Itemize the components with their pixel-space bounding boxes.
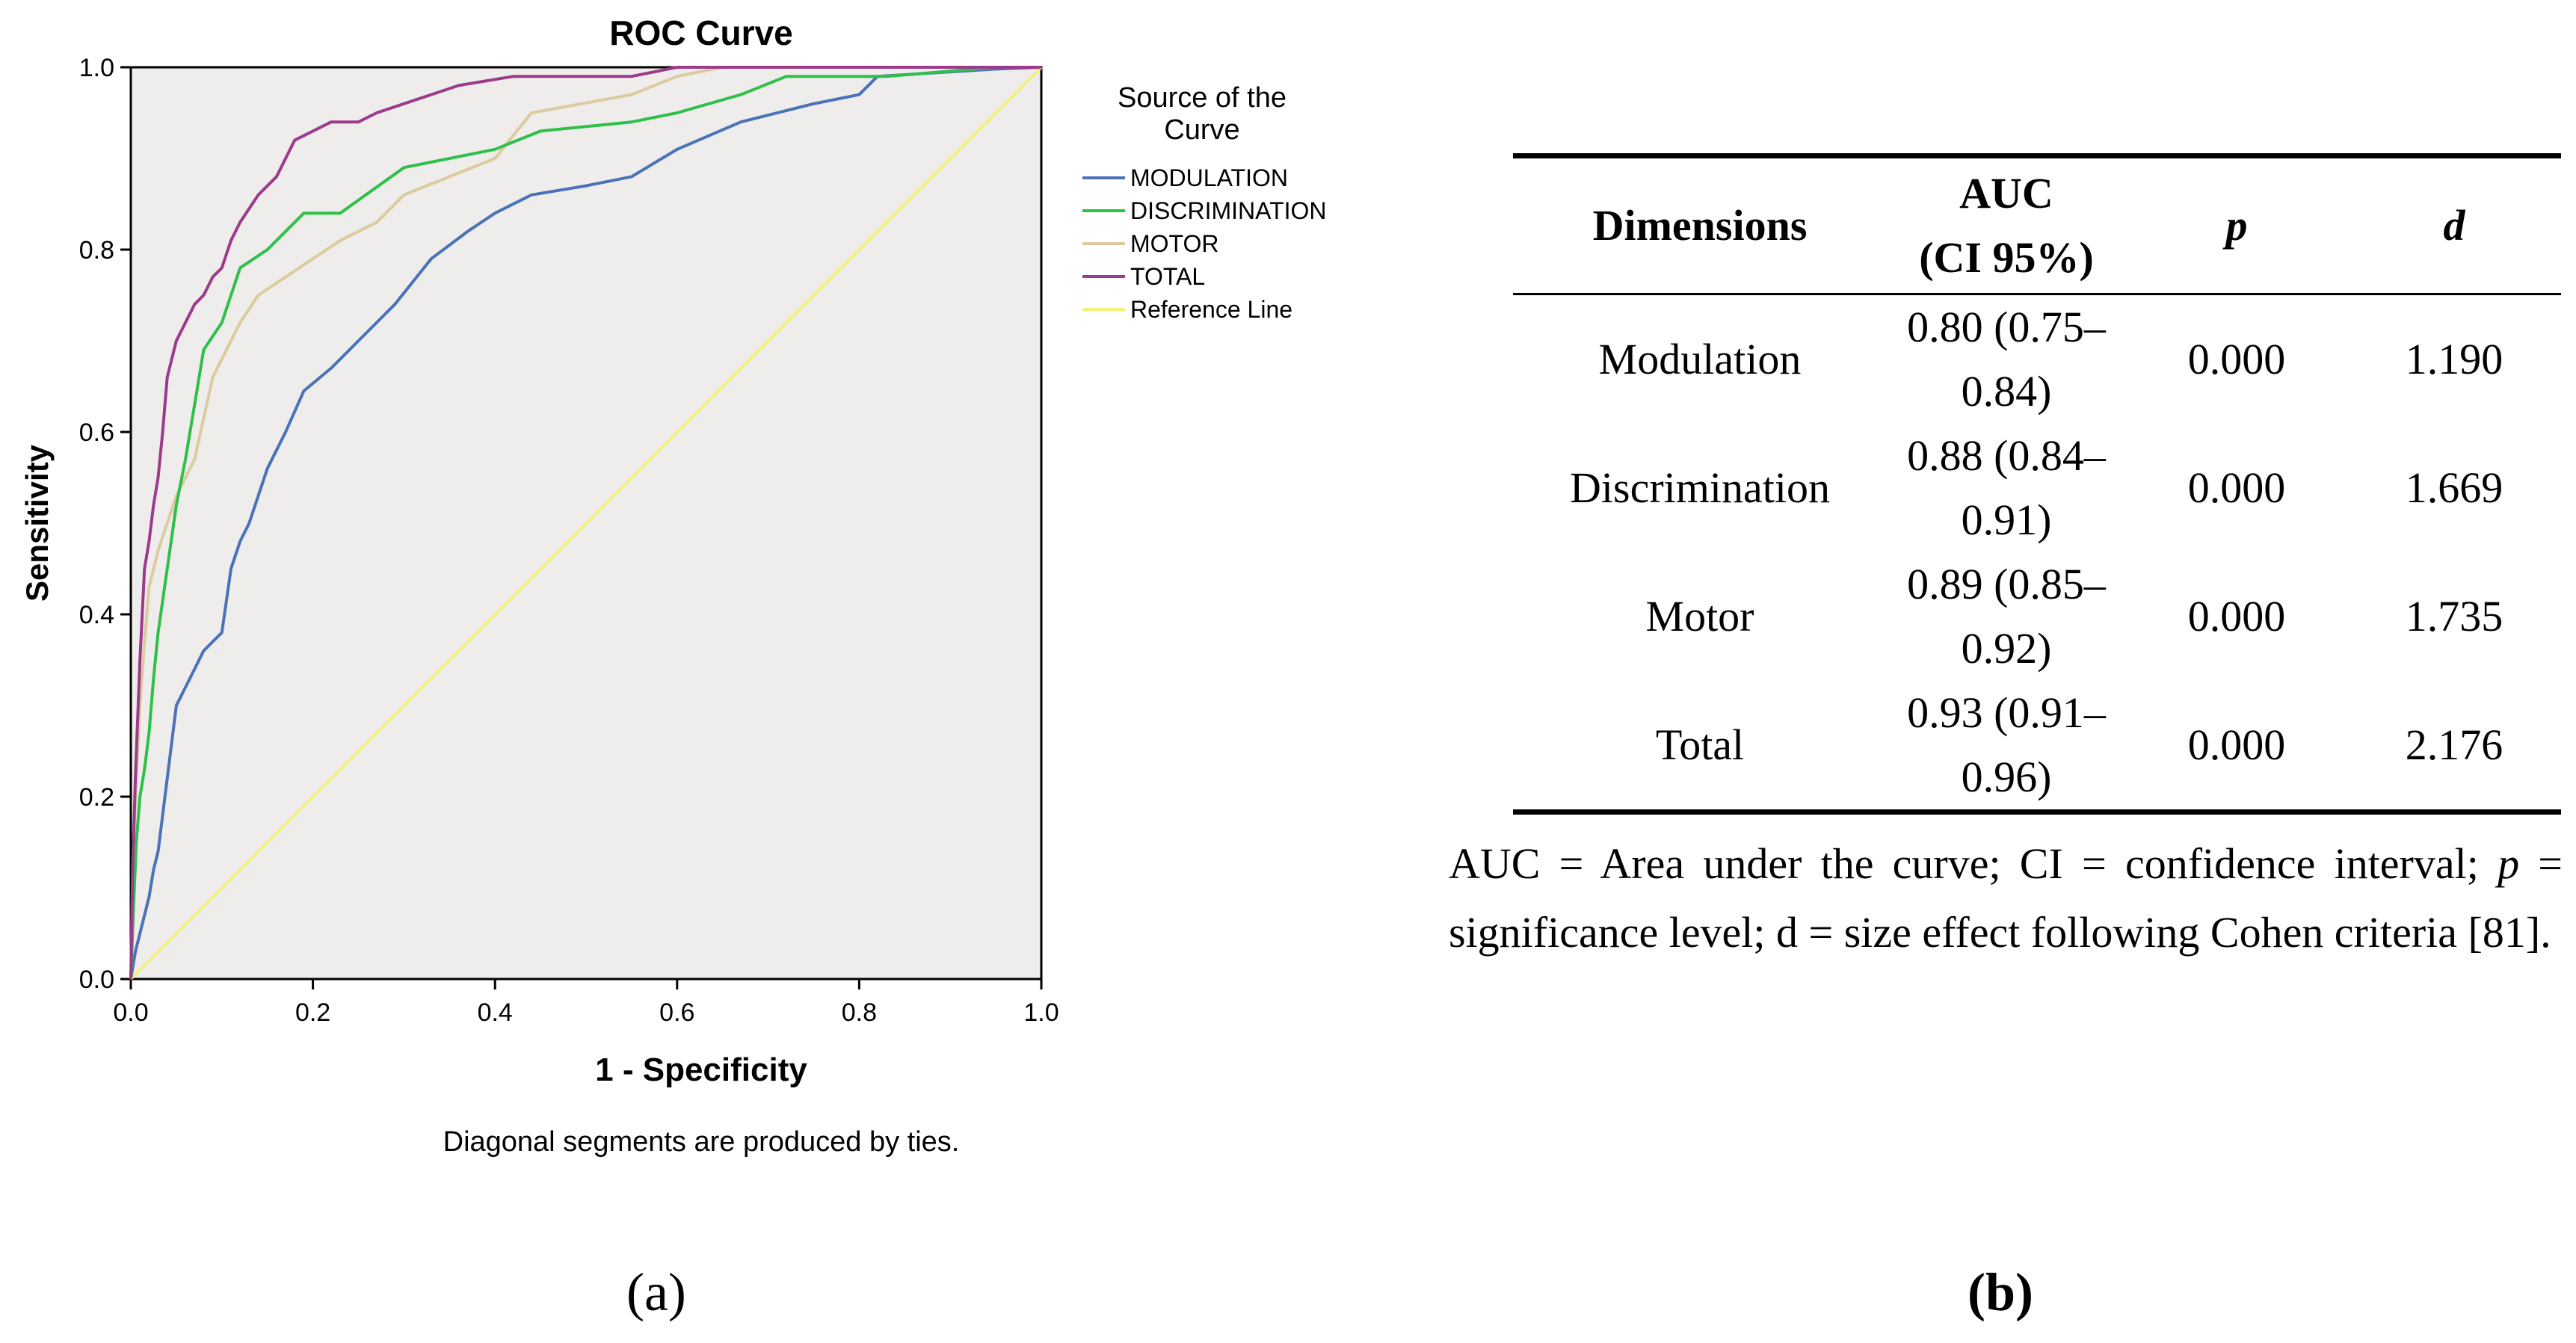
cell-auc: 0.89 (0.85–0.92): [1907, 560, 2106, 673]
legend-label-discrimination: DISCRIMINATION: [1130, 197, 1327, 224]
roc-chart: ROC Curve 0.00.20.40.60.81.0 0.0 0.2 0.4 0.…: [19, 13, 1327, 1158]
x-tick-label: 0.6: [659, 998, 694, 1027]
legend-label-reference-line: Reference Line: [1130, 296, 1292, 323]
auc-table: Dimensions AUC (CI 95%) p d Modulation 0…: [1513, 153, 2561, 815]
legend-title-line-1: Source of the: [1118, 82, 1287, 114]
legend-label-motor: MOTOR: [1130, 230, 1219, 257]
cell-dimension: Discrimination: [1570, 463, 1830, 512]
header-auc: AUC (CI 95%): [1887, 156, 2126, 294]
table-row: Total 0.93 (0.91–0.96) 0.000 2.176: [1513, 681, 2561, 812]
cell-dimension: Modulation: [1598, 335, 1802, 383]
table-row: Modulation 0.80 (0.75–0.84) 0.000 1.190: [1513, 294, 2561, 424]
y-tick-label: 0.6: [79, 419, 114, 447]
x-tick-label: 0.2: [295, 998, 330, 1027]
cell-auc: 0.93 (0.91–0.96): [1907, 688, 2106, 801]
y-axis-label: Sensitivity: [19, 444, 55, 602]
series-line-motor: [129, 66, 1041, 980]
series-line-modulation: [129, 66, 1042, 980]
table-row: Motor 0.89 (0.85–0.92) 0.000 1.735: [1513, 552, 2561, 681]
legend-label-total: TOTAL: [1130, 263, 1205, 290]
x-tick-label: 0.8: [842, 998, 877, 1027]
legend: Source of the Curve MODULATION DISCRIMINA…: [1082, 82, 1327, 323]
cell-dimension: Motor: [1645, 592, 1754, 640]
cell-p: 0.000: [2187, 592, 2286, 640]
cell-d: 1.735: [2405, 592, 2503, 640]
y-tick-label: 1.0: [79, 54, 114, 82]
table-row: Discrimination 0.88 (0.84–0.91) 0.000 1.…: [1513, 424, 2561, 552]
stats-table-panel: Dimensions AUC (CI 95%) p d Modulation 0…: [1449, 153, 2576, 967]
header-d: d: [2443, 201, 2465, 250]
roc-series: [129, 66, 1043, 981]
y-tick-label: 0.4: [79, 601, 114, 629]
y-tick-label: 0.8: [79, 236, 114, 265]
chart-footnote: Diagonal segments are produced by ties.: [443, 1126, 960, 1158]
series-line-reference-line: [129, 66, 1043, 981]
series-line-discrimination: [129, 66, 1041, 980]
series-line-total: [129, 66, 1041, 980]
table-note: AUC = Area under the curve; CI = confide…: [1449, 839, 2563, 957]
cell-auc: 0.88 (0.84–0.91): [1907, 431, 2106, 544]
legend-title-line-2: Curve: [1164, 114, 1239, 146]
legend-label-modulation: MODULATION: [1130, 164, 1288, 191]
cell-p: 0.000: [2187, 463, 2286, 512]
x-tick-label: 0.0: [113, 998, 148, 1027]
y-tick-label: 0.2: [79, 783, 114, 812]
cell-d: 2.176: [2405, 720, 2503, 769]
y-axis-ticks: 0.0 0.2 0.4 0.6 0.8 1.0: [79, 54, 131, 994]
header-auc-line2: (CI 95%): [1919, 233, 2094, 282]
chart-title: ROC Curve: [609, 13, 792, 52]
header-auc-line1: AUC: [1959, 169, 2053, 217]
cell-auc: 0.80 (0.75–0.84): [1907, 303, 2106, 416]
legend-items: MODULATION DISCRIMINATION MOTOR TOTAL Refere…: [1082, 164, 1327, 323]
x-axis-label: 1 - Specificity: [595, 1052, 807, 1088]
panel-label-a: (a): [626, 1262, 686, 1322]
cell-d: 1.669: [2405, 463, 2503, 512]
header-dimensions: Dimensions: [1592, 201, 1808, 250]
cell-p: 0.000: [2187, 720, 2286, 769]
cell-dimension: Total: [1655, 720, 1745, 769]
panel-label-b: (b): [1968, 1262, 2033, 1322]
x-axis-ticks: 0.0 0.2 0.4 0.6 0.8 1.0: [113, 979, 1059, 1027]
cell-d: 1.190: [2405, 335, 2503, 383]
y-tick-label: 0.0: [79, 966, 114, 994]
cell-p: 0.000: [2187, 335, 2286, 383]
x-tick-label: 0.4: [478, 998, 513, 1027]
x-tick-label: 1.0: [1023, 998, 1059, 1027]
header-p: p: [2225, 201, 2248, 250]
table-header-row: Dimensions AUC (CI 95%) p d: [1513, 155, 2561, 294]
